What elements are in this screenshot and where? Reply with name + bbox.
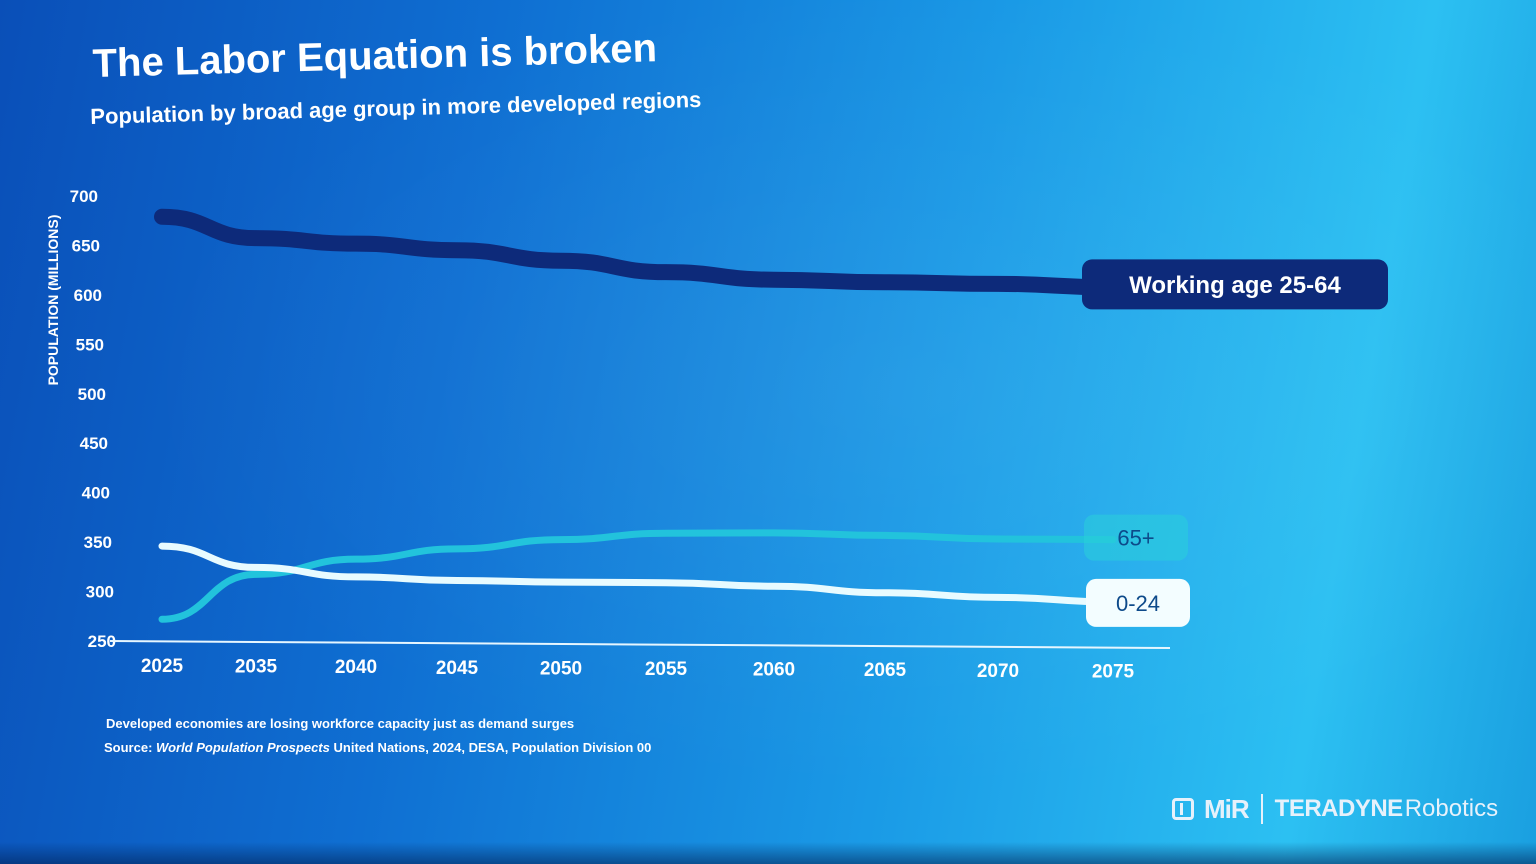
label-0-24-box [1086,578,1190,627]
y-tick-label: 450 [80,434,108,453]
x-tick-label: 2075 [1092,661,1135,682]
source-prefix: Source: [104,740,153,755]
label-65-plus-text: 65+ [1117,526,1154,551]
logo-divider [1260,794,1263,824]
x-tick-label: 2045 [436,658,479,679]
brand-logo: MiR TERADYNE Robotics [1172,792,1498,826]
label-0-24-text: 0-24 [1116,591,1160,616]
y-tick-label: 250 [88,632,116,651]
y-tick-label: 500 [78,385,106,404]
screen-bottom-edge [0,842,1536,864]
y-tick-label: 400 [82,484,110,503]
logo-robotics: Robotics [1404,795,1499,822]
series-line-0-24 [158,542,1117,606]
x-tick-label: 2025 [141,656,184,677]
y-tick-label: 550 [76,335,104,354]
series-lines [154,208,1121,623]
label-working-age: Working age 25-64 [1082,259,1388,310]
x-tick-label: 2050 [540,658,582,679]
label-working-age-text: Working age 25-64 [1129,272,1341,299]
y-tick-label: 600 [74,286,102,305]
y-tick-label: 700 [70,187,98,206]
x-tick-label: 2070 [977,661,1019,682]
source-rest: United Nations, 2024, DESA, Population D… [333,740,652,755]
x-tick-label: 2035 [235,657,278,678]
y-tick-label: 350 [84,533,112,552]
x-tick-label: 2055 [645,659,688,680]
label-0-24: 0-24 [1086,578,1190,627]
y-axis-ticks: 700 650 600 550 500 450 400 350 300 250 [70,187,116,651]
source-note: Source: World Population Prospects Unite… [104,740,651,755]
series-labels: Working age 25-64 65+ 0-24 [1082,259,1388,627]
x-tick-label: 2065 [864,660,907,681]
y-tick-label: 300 [86,583,114,602]
y-tick-label: 650 [72,236,100,255]
label-65-plus: 65+ [1084,514,1188,561]
logo-teradyne: TERADYNE [1274,795,1404,822]
ur-logo-icon [1172,798,1194,820]
x-tick-label: 2040 [335,657,377,678]
label-65-plus-box [1084,514,1188,561]
x-axis-ticks: 2025 2035 2040 2045 2050 2055 2060 2065 2070 2075 [141,656,1135,682]
source-title: World Population Prospects [156,740,330,755]
y-axis-label: POPULATION (MILLIONS) [45,215,61,386]
x-tick-label: 2060 [753,660,795,681]
label-working-age-box [1082,259,1388,310]
series-line-65-plus [158,529,1117,623]
series-line-working-age [154,208,1121,296]
logo-mir: MiR [1204,793,1250,824]
footnote: Developed economies are losing workforce… [106,716,575,731]
x-axis-line [109,640,1171,649]
